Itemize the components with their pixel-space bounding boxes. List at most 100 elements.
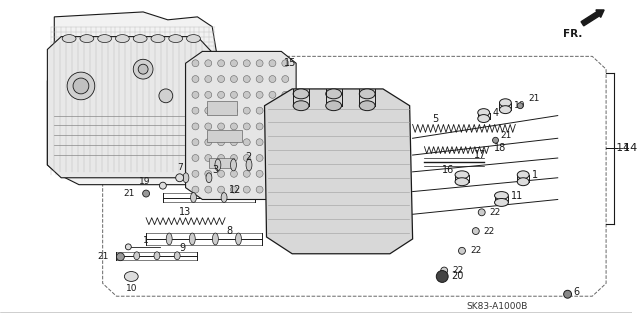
Ellipse shape (230, 60, 237, 67)
Text: 9: 9 (180, 243, 186, 253)
Ellipse shape (282, 186, 289, 193)
Text: 1: 1 (143, 236, 149, 245)
Ellipse shape (359, 101, 375, 111)
Text: 12: 12 (228, 185, 241, 195)
Ellipse shape (191, 193, 196, 203)
Ellipse shape (192, 60, 199, 67)
Ellipse shape (256, 76, 263, 83)
Text: —14: —14 (606, 143, 630, 153)
Polygon shape (47, 12, 217, 185)
Text: 15: 15 (284, 58, 297, 68)
Ellipse shape (269, 186, 276, 193)
Ellipse shape (256, 60, 263, 67)
Ellipse shape (205, 91, 212, 98)
Ellipse shape (243, 76, 250, 83)
Text: 10: 10 (515, 101, 526, 110)
Ellipse shape (493, 137, 499, 143)
Ellipse shape (218, 60, 225, 67)
Ellipse shape (143, 190, 150, 197)
Ellipse shape (243, 60, 250, 67)
Text: 21: 21 (528, 94, 540, 103)
Ellipse shape (243, 107, 250, 114)
Ellipse shape (187, 35, 200, 42)
Ellipse shape (125, 244, 131, 250)
Ellipse shape (282, 139, 289, 146)
Text: 16: 16 (442, 165, 454, 175)
Text: FR.: FR. (563, 29, 582, 39)
Polygon shape (47, 37, 211, 178)
Text: 21: 21 (500, 131, 512, 140)
Ellipse shape (192, 155, 199, 161)
Text: 2: 2 (246, 152, 252, 162)
Ellipse shape (133, 35, 147, 42)
Ellipse shape (218, 170, 225, 177)
Ellipse shape (256, 186, 263, 193)
Ellipse shape (243, 139, 250, 146)
Ellipse shape (472, 228, 479, 234)
Text: —14: —14 (612, 143, 637, 153)
Ellipse shape (205, 139, 212, 146)
Ellipse shape (517, 103, 523, 109)
Ellipse shape (192, 107, 199, 114)
Text: 19: 19 (138, 177, 150, 186)
Ellipse shape (282, 91, 289, 98)
Text: 11: 11 (511, 190, 524, 201)
Text: 20: 20 (451, 271, 463, 281)
Polygon shape (186, 51, 296, 199)
Polygon shape (264, 89, 413, 254)
Ellipse shape (134, 252, 140, 260)
Ellipse shape (205, 123, 212, 130)
Ellipse shape (478, 109, 490, 116)
Ellipse shape (436, 271, 448, 282)
Text: 10: 10 (125, 284, 137, 293)
Ellipse shape (499, 106, 511, 114)
Polygon shape (209, 158, 234, 168)
Ellipse shape (124, 271, 138, 281)
Ellipse shape (269, 107, 276, 114)
Ellipse shape (243, 155, 250, 161)
Ellipse shape (218, 186, 225, 193)
Ellipse shape (205, 107, 212, 114)
Ellipse shape (192, 123, 199, 130)
Ellipse shape (218, 107, 225, 114)
Ellipse shape (62, 35, 76, 42)
Ellipse shape (243, 123, 250, 130)
Ellipse shape (189, 233, 195, 245)
Ellipse shape (192, 91, 199, 98)
Ellipse shape (499, 99, 511, 107)
Ellipse shape (326, 101, 342, 111)
Text: 3: 3 (212, 165, 218, 175)
Ellipse shape (73, 78, 89, 94)
Ellipse shape (205, 155, 212, 161)
Ellipse shape (205, 76, 212, 83)
Text: 8: 8 (226, 226, 232, 236)
Ellipse shape (517, 171, 529, 179)
Ellipse shape (478, 209, 485, 216)
FancyArrow shape (581, 10, 604, 26)
Ellipse shape (206, 173, 212, 183)
Ellipse shape (359, 89, 375, 99)
Ellipse shape (246, 159, 252, 171)
Ellipse shape (495, 192, 508, 199)
Text: 13: 13 (179, 207, 192, 217)
Ellipse shape (282, 170, 289, 177)
Ellipse shape (230, 139, 237, 146)
Ellipse shape (205, 170, 212, 177)
Ellipse shape (176, 174, 184, 182)
Ellipse shape (326, 89, 342, 99)
Ellipse shape (282, 107, 289, 114)
Ellipse shape (159, 182, 166, 189)
Ellipse shape (67, 72, 95, 100)
Ellipse shape (230, 76, 237, 83)
Ellipse shape (293, 101, 309, 111)
Ellipse shape (269, 60, 276, 67)
Text: 22: 22 (470, 246, 481, 255)
Ellipse shape (192, 170, 199, 177)
Ellipse shape (230, 159, 236, 171)
Ellipse shape (215, 159, 221, 171)
Text: 5: 5 (433, 114, 438, 123)
Ellipse shape (166, 233, 172, 245)
Ellipse shape (205, 60, 212, 67)
Ellipse shape (192, 76, 199, 83)
Ellipse shape (159, 89, 173, 103)
